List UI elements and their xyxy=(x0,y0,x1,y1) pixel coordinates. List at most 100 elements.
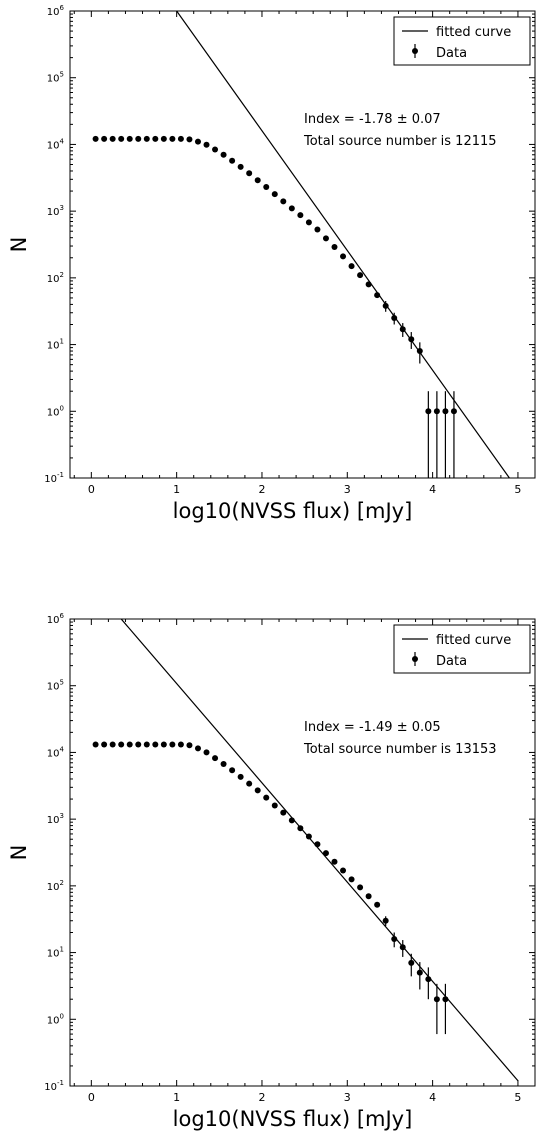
legend-point-symbol xyxy=(412,48,418,54)
x-tick-label: 3 xyxy=(344,1091,351,1104)
x-tick-label: 1 xyxy=(173,483,180,496)
data-point xyxy=(365,893,372,900)
data-point xyxy=(246,170,253,177)
data-point xyxy=(288,205,295,212)
y-tick-exponent: 4 xyxy=(60,137,65,145)
y-tick-base: 10 xyxy=(47,74,60,85)
y-tick-base: 10 xyxy=(47,748,60,759)
y-tick-exponent: 1 xyxy=(60,338,64,346)
data-point xyxy=(382,917,389,924)
data-point xyxy=(101,741,108,748)
data-point xyxy=(143,741,150,748)
data-point xyxy=(92,135,99,142)
plot-frame xyxy=(69,618,536,1087)
y-tick-label: 101 xyxy=(47,338,64,352)
data-point xyxy=(280,809,287,816)
annotation-text: Total source number is 13153 xyxy=(303,742,497,757)
y-tick-label: 10-1 xyxy=(44,1079,64,1093)
y-tick-exponent: 3 xyxy=(60,204,64,212)
data-point xyxy=(101,135,108,142)
data-point xyxy=(408,959,415,966)
y-tick-label: 104 xyxy=(47,137,65,151)
legend-box xyxy=(393,624,531,674)
legend-label-fitted: fitted curve xyxy=(436,633,511,648)
data-point xyxy=(340,867,347,874)
data-point xyxy=(331,244,338,251)
x-tick-label: 2 xyxy=(258,483,265,496)
legend-label-fitted: fitted curve xyxy=(436,25,511,40)
y-tick-label: 103 xyxy=(47,812,64,826)
plot-area xyxy=(92,619,519,1082)
y-axis-label: N xyxy=(7,237,31,253)
data-point xyxy=(186,136,193,143)
y-tick-exponent: 0 xyxy=(60,1012,64,1020)
data-point xyxy=(348,876,355,883)
data-point xyxy=(229,157,236,164)
data-point xyxy=(305,833,312,840)
y-tick-base: 10 xyxy=(47,815,60,826)
y-tick-exponent: 2 xyxy=(60,271,64,279)
data-point xyxy=(220,151,227,158)
y-tick-base: 10 xyxy=(47,407,60,418)
data-point xyxy=(177,741,184,748)
y-tick-label: 106 xyxy=(47,612,65,626)
data-point xyxy=(331,858,338,865)
data-point xyxy=(203,749,210,756)
data-point xyxy=(169,135,176,142)
legend-point-symbol xyxy=(412,656,418,662)
y-axis-label: N xyxy=(7,845,31,861)
y-tick-label: 10-1 xyxy=(44,471,64,485)
data-point xyxy=(271,802,278,809)
y-tick-exponent: 1 xyxy=(60,946,64,954)
data-point xyxy=(135,741,142,748)
data-point xyxy=(433,996,440,1003)
data-point xyxy=(357,884,364,891)
y-tick-base: 10 xyxy=(47,341,60,352)
data-point xyxy=(229,767,236,774)
data-point xyxy=(442,996,449,1003)
data-point xyxy=(263,794,270,801)
y-tick-exponent: 6 xyxy=(60,4,65,12)
y-tick-base: 10 xyxy=(47,140,60,151)
data-point xyxy=(246,780,253,787)
annotation-text: Total source number is 12115 xyxy=(303,134,497,149)
x-tick-label: 5 xyxy=(514,483,521,496)
data-point xyxy=(212,755,219,762)
data-point xyxy=(374,292,381,299)
data-point xyxy=(314,841,321,848)
x-tick-label: 4 xyxy=(429,1091,436,1104)
y-tick-label: 102 xyxy=(47,271,64,285)
y-tick-base: 10 xyxy=(47,7,60,18)
y-tick-base: 10 xyxy=(47,682,60,693)
data-point xyxy=(254,787,261,794)
data-point xyxy=(408,336,415,343)
data-point xyxy=(399,326,406,333)
data-point xyxy=(280,198,287,205)
data-point xyxy=(399,944,406,951)
fitted-curve-line xyxy=(120,619,519,1082)
annotation-text: Index = -1.78 ± 0.07 xyxy=(304,112,441,127)
x-axis-label: log10(NVSS flux) [mJy] xyxy=(173,1107,413,1131)
data-point xyxy=(365,281,372,288)
data-point xyxy=(348,263,355,270)
fitted-curve-line xyxy=(176,11,510,478)
data-point xyxy=(126,135,133,142)
data-point xyxy=(177,135,184,142)
y-tick-base: 10 xyxy=(47,207,60,218)
legend-label-data: Data xyxy=(436,654,467,669)
data-point xyxy=(194,745,201,752)
data-point xyxy=(416,348,423,355)
data-point xyxy=(109,741,116,748)
x-tick-label: 0 xyxy=(88,1091,95,1104)
data-point xyxy=(220,761,227,768)
data-point xyxy=(314,226,321,233)
data-point xyxy=(442,408,449,415)
data-point xyxy=(391,935,398,942)
y-tick-label: 105 xyxy=(47,679,64,693)
data-point xyxy=(450,408,457,415)
y-tick-exponent: 5 xyxy=(60,71,64,79)
data-point xyxy=(92,741,99,748)
data-point xyxy=(322,850,329,857)
data-point xyxy=(237,163,244,170)
